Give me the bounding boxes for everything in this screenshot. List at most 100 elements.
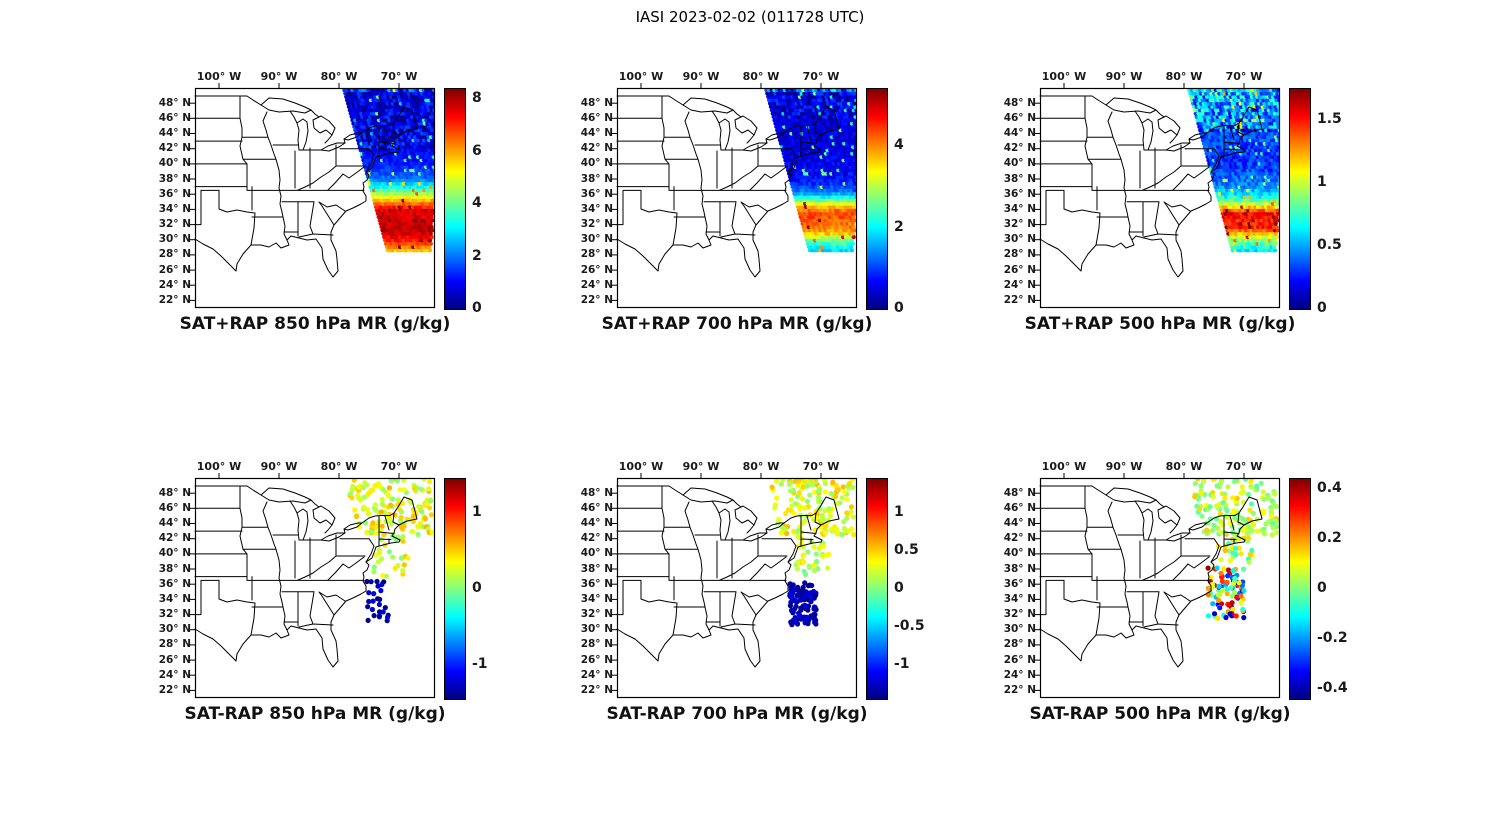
lat-tick-label: 38° N [580,562,613,575]
lat-tick-label: 38° N [1003,562,1036,575]
lat-tick-label: 40° N [580,157,613,170]
lon-tick-label: 70° W [802,70,840,83]
colorbar-tick-label: 1 [1317,174,1327,191]
lat-tick-label: 42° N [580,142,613,155]
data-swath [763,88,857,253]
lat-tick-label: 48° N [1003,96,1036,109]
lat-tick-label: 44° N [580,517,613,530]
lat-tick-label: 24° N [158,668,191,681]
lon-tick-label: 70° W [1225,70,1263,83]
lon-tick-label: 100° W [196,70,242,83]
lat-tick-label: 38° N [580,172,613,185]
map-panel: 100° W 90° W 80° W 70° W 48° N 46° N 44° N 42°… [150,456,550,741]
colorbar-tick-label: 0.5 [1317,237,1342,254]
lon-tick-label: 100° W [618,70,664,83]
colorbar-tick-label: 0 [472,580,482,596]
lon-tick-label: 80° W [320,460,358,473]
lat-tick-label: 46° N [158,111,191,124]
colorbar [1289,478,1311,700]
lon-tick-label: 100° W [1041,70,1087,83]
lat-tick-label: 24° N [1003,278,1036,291]
lat-tick-label: 26° N [1003,263,1036,276]
lat-tick-label: 32° N [580,218,613,231]
lat-tick-label: 44° N [580,127,613,140]
lat-tick-label: 44° N [158,127,191,140]
colorbar-tick-labels: 1 0.5 0 -0.5 -1 [894,456,954,741]
colorbar-tick-label: -0.4 [1317,680,1348,696]
lat-tick-label: 32° N [158,608,191,621]
colorbar-tick-label: 4 [472,195,482,212]
axis-ticks [612,473,822,691]
data-swath [347,478,435,624]
data-swath [769,478,857,628]
map [190,473,436,699]
colorbar-tick-labels: 0.4 0.2 0 -0.2 -0.4 [1317,456,1377,741]
lon-tick-label: 70° W [380,70,418,83]
lat-tick-label: 48° N [580,486,613,499]
panel-title: SAT-RAP 500 hPa MR (g/kg) [1029,704,1291,724]
lon-tick-label: 90° W [260,460,298,473]
lat-tick-label: 26° N [580,653,613,666]
lat-tick-label: 46° N [580,501,613,514]
colorbar-tick-label: 1 [472,504,482,521]
lon-tick-label: 100° W [196,460,242,473]
lat-tick-label: 36° N [158,187,191,200]
map-plot [1035,473,1281,699]
lat-tick-label: 34° N [1003,202,1036,215]
lat-tick-label: 44° N [1003,127,1036,140]
lat-tick-label: 32° N [158,218,191,231]
lat-tick-label: 30° N [580,623,613,636]
lat-tick-label: 32° N [1003,218,1036,231]
lat-tick-label: 36° N [158,577,191,590]
lat-tick-label: 22° N [580,293,613,306]
colorbar-tick-label: 1.5 [1317,111,1342,128]
lat-tick-label: 42° N [158,142,191,155]
lat-tick-label: 26° N [158,263,191,276]
colorbar-tick-label: 1 [894,504,904,521]
map-frame [194,87,436,309]
lon-tick-label: 70° W [1225,460,1263,473]
lon-tick-label: 70° W [380,460,418,473]
lat-tick-label: 26° N [580,263,613,276]
lon-tick-label: 90° W [260,70,298,83]
lat-tick-label: 30° N [158,233,191,246]
lat-tick-label: 28° N [580,248,613,261]
data-swath [1192,478,1280,621]
map-panel: 100° W 90° W 80° W 70° W 48° N 46° N 44° N 42°… [150,66,550,351]
lon-tick-label: 80° W [1165,70,1203,83]
map-panel: 100° W 90° W 80° W 70° W 48° N 46° N 44° N 42°… [572,456,972,741]
lat-tick-label: 24° N [580,668,613,681]
lat-tick-label: 40° N [158,547,191,560]
map-frame [1039,477,1281,699]
lat-tick-label: 48° N [580,96,613,109]
lat-tick-label: 40° N [158,157,191,170]
lat-tick-label: 22° N [1003,293,1036,306]
panel-title: SAT+RAP 500 hPa MR (g/kg) [1024,314,1296,334]
colorbar-tick-label: 0 [894,580,904,596]
map-frame [1039,87,1281,309]
axis-ticks [190,83,400,301]
map-frame [194,477,436,699]
lat-tick-label: 38° N [1003,172,1036,185]
map-plot [190,473,436,699]
lat-tick-label: 38° N [158,172,191,185]
lat-tick-label: 30° N [1003,233,1036,246]
colorbar-tick-label: 6 [472,142,482,159]
colorbar-tick-labels: 1 0 -1 [472,456,532,741]
lon-tick-label: 90° W [1105,460,1143,473]
lat-tick-label: 40° N [1003,547,1036,560]
colorbar-tick-label: 0 [1317,580,1327,596]
colorbar-tick-label: 0 [1317,300,1327,316]
lon-tick-label: 90° W [1105,70,1143,83]
colorbar-tick-label: 0 [472,300,482,316]
lat-tick-label: 30° N [158,623,191,636]
map-panel: 100° W 90° W 80° W 70° W 48° N 46° N 44° N 42°… [995,66,1395,351]
colorbar [866,478,888,700]
lat-tick-label: 42° N [158,532,191,545]
lat-tick-label: 46° N [1003,111,1036,124]
panel-title: SAT-RAP 700 hPa MR (g/kg) [606,704,868,724]
map-panel: 100° W 90° W 80° W 70° W 48° N 46° N 44° N 42°… [572,66,972,351]
lon-tick-label: 80° W [742,70,780,83]
axis-ticks [190,473,400,691]
lat-tick-label: 32° N [1003,608,1036,621]
